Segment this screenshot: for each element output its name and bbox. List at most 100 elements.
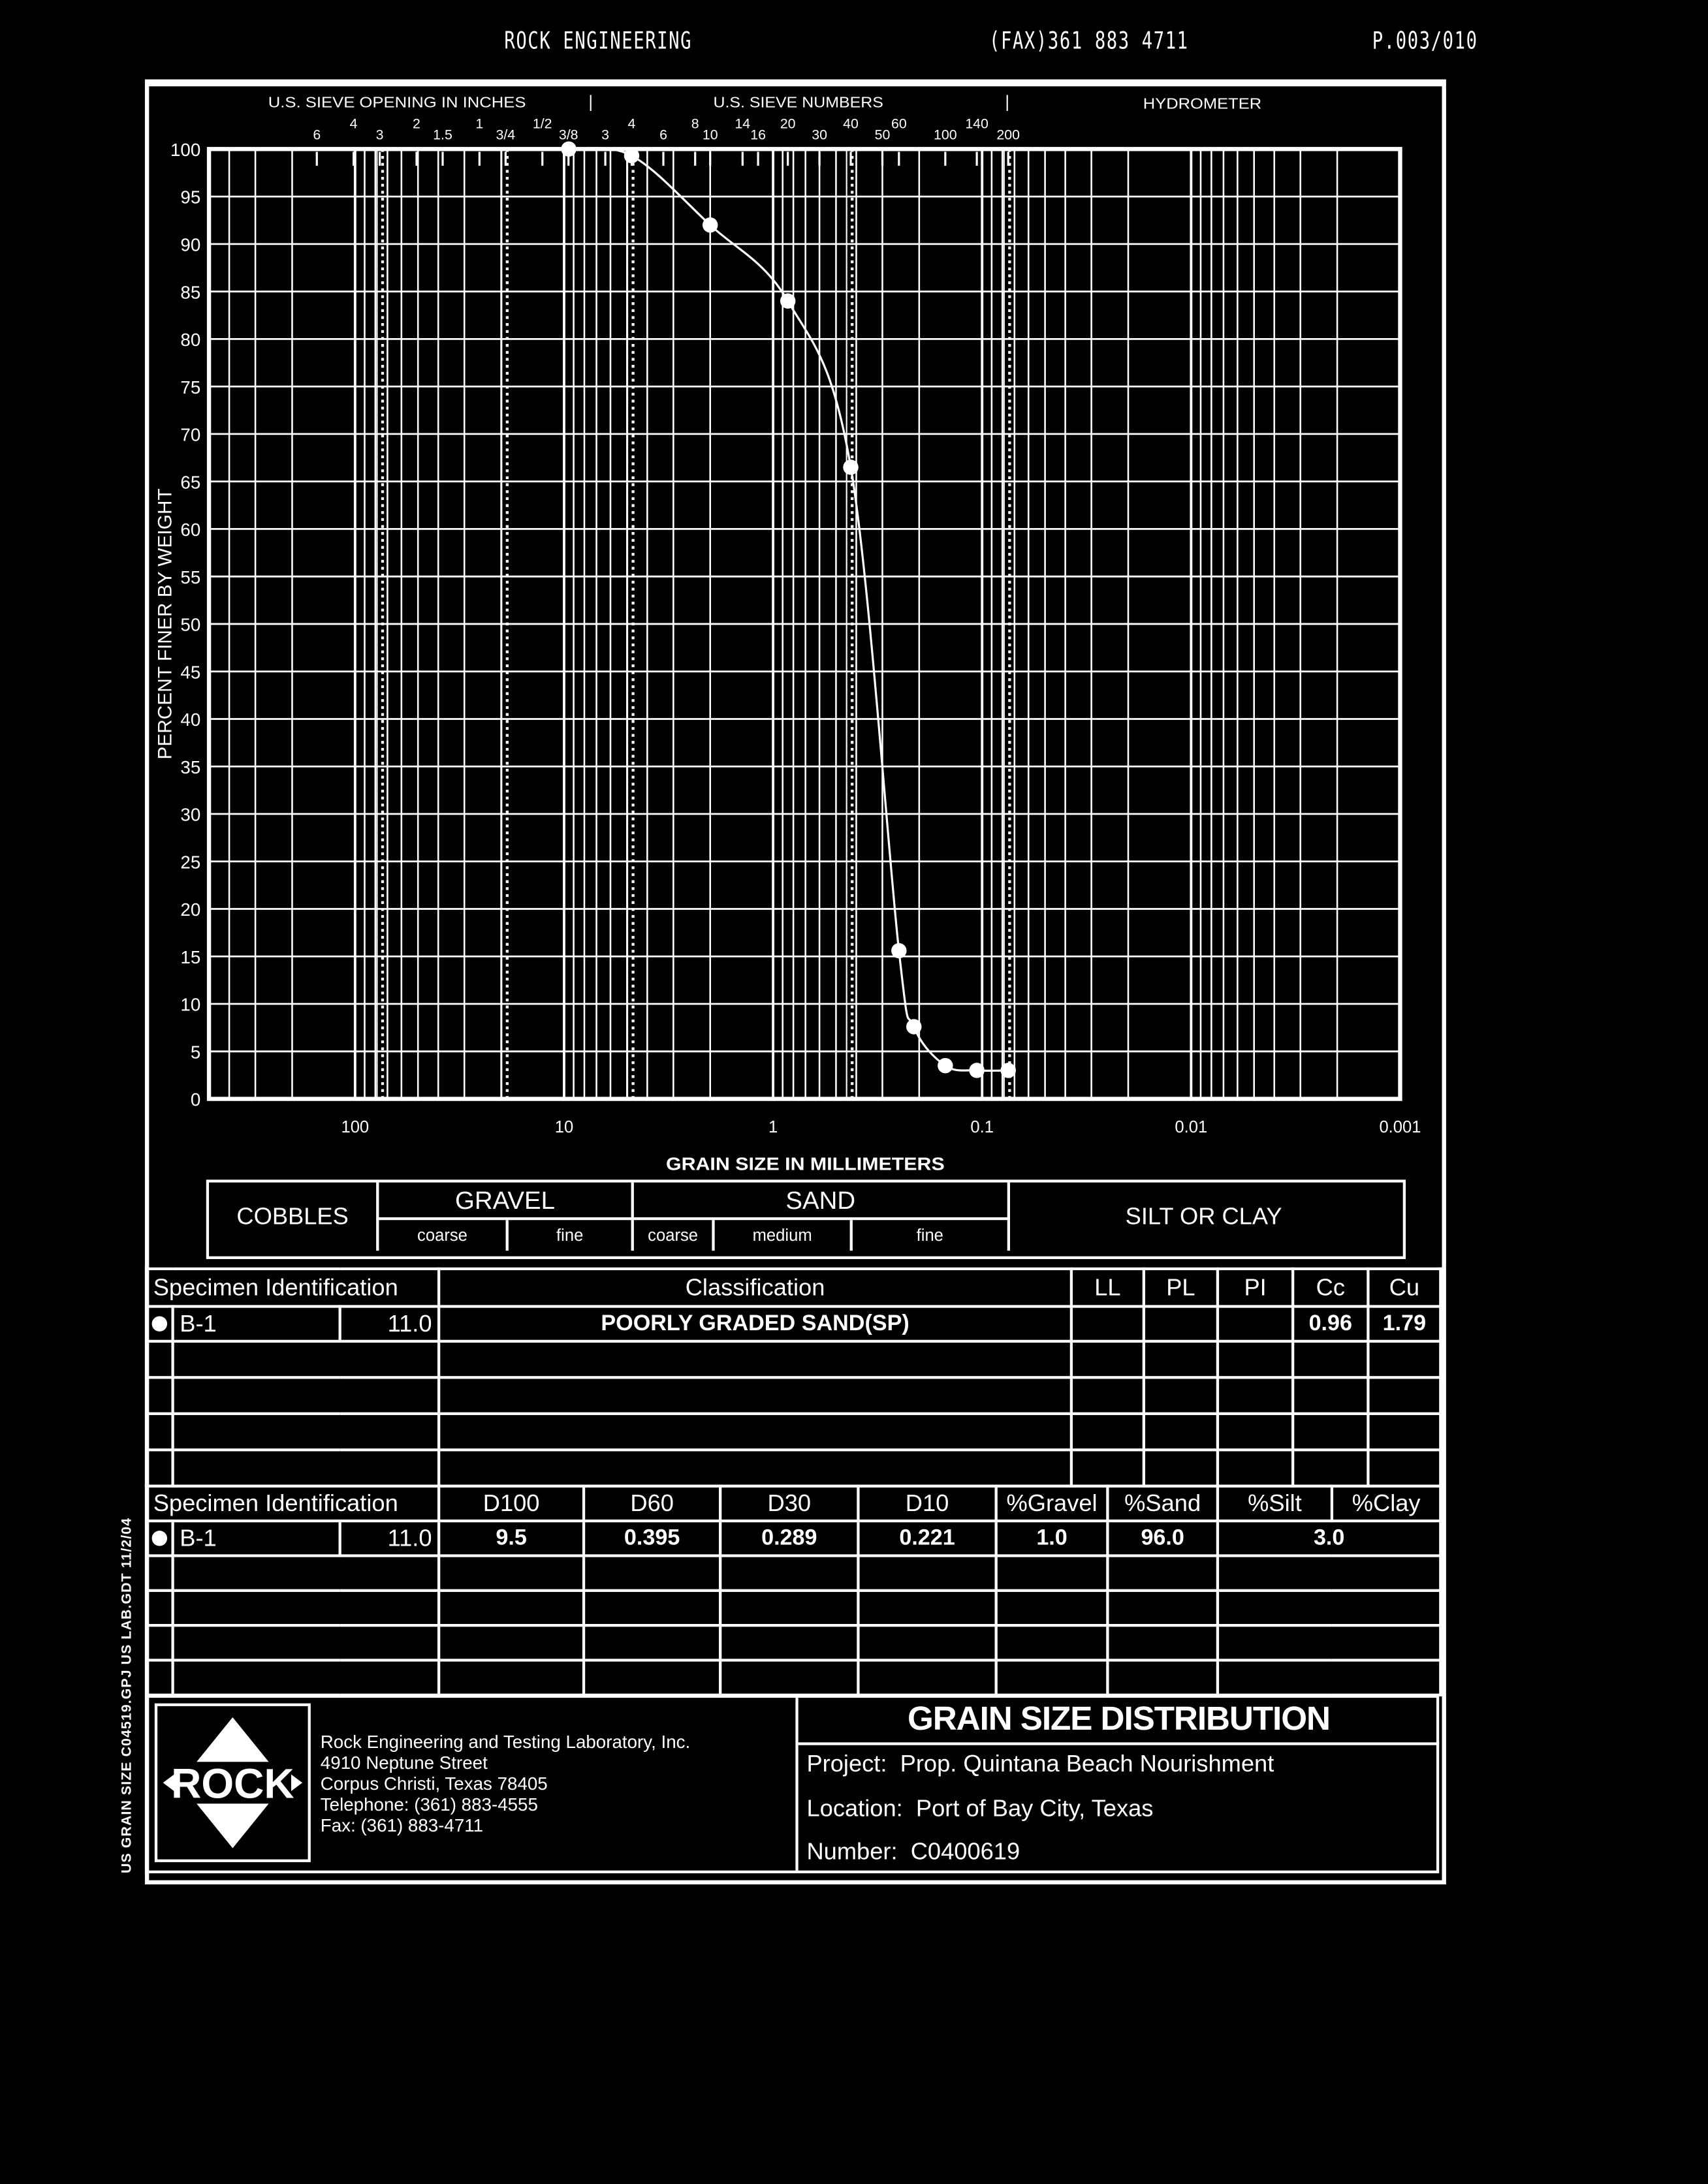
header-d100: D100 bbox=[437, 1484, 586, 1523]
header-pi: PI bbox=[1216, 1267, 1295, 1308]
x-tick-label: 0.1 bbox=[970, 1118, 994, 1136]
data-point bbox=[624, 148, 640, 164]
y-tick-label: 35 bbox=[180, 757, 200, 777]
y-tick-label: 20 bbox=[180, 899, 200, 920]
company-telephone: Telephone: (361) 883-4555 bbox=[320, 1794, 538, 1815]
empty-row bbox=[144, 1448, 1442, 1488]
fax-page-number: P.003/010 bbox=[1372, 27, 1478, 56]
header-silt: %Silt bbox=[1216, 1484, 1334, 1523]
circle-marker-icon bbox=[151, 1315, 168, 1331]
y-tick-label: 60 bbox=[180, 520, 200, 540]
gravel-fine-label: fine bbox=[509, 1220, 634, 1251]
sieve-label: 40 bbox=[843, 116, 859, 131]
sieve-label: 60 bbox=[891, 116, 907, 131]
sieve-label: 4 bbox=[628, 116, 636, 131]
sieve-label: 6 bbox=[313, 127, 321, 142]
report-frame bbox=[144, 79, 1446, 1885]
y-tick-label: 80 bbox=[180, 330, 200, 350]
company-fax: Fax: (361) 883-4711 bbox=[320, 1815, 484, 1836]
empty-row bbox=[144, 1412, 1442, 1452]
series-line-B-1 bbox=[568, 147, 1009, 1072]
silt-clay-label: SILT OR CLAY bbox=[1125, 1203, 1282, 1230]
d10-value: 0.221 bbox=[857, 1519, 998, 1557]
y-tick-label: 5 bbox=[191, 1042, 200, 1062]
sand-fine-label: fine bbox=[853, 1220, 1011, 1251]
project-label: Project: bbox=[806, 1751, 887, 1777]
y-tick-label: 85 bbox=[180, 282, 200, 302]
rock-diamond-logo-icon: ROCK bbox=[163, 1717, 303, 1849]
header-gravel: %Gravel bbox=[994, 1484, 1109, 1523]
sieve-label: 200 bbox=[996, 127, 1020, 142]
sieve-label: 2 bbox=[413, 116, 420, 131]
empty-row bbox=[144, 1589, 1442, 1627]
d60-value: 0.395 bbox=[582, 1519, 722, 1557]
table-header-row: Specimen Identification Classification L… bbox=[144, 1267, 1442, 1308]
fax-number: (FAX)361 883 4711 bbox=[988, 27, 1189, 56]
header-separator: | bbox=[588, 93, 593, 111]
header-specimen: Specimen Identification bbox=[144, 1484, 441, 1523]
y-tick-label: 15 bbox=[180, 947, 200, 967]
cu-value: 1.79 bbox=[1367, 1305, 1442, 1343]
sieve-label: 4 bbox=[350, 116, 358, 131]
sieve-label: 1.5 bbox=[433, 127, 452, 142]
sieve-numbers-header: U.S. SIEVE NUMBERS bbox=[714, 93, 883, 110]
data-point bbox=[906, 1019, 922, 1035]
boring-id: B-1 bbox=[171, 1519, 341, 1557]
report-footer: ROCK Rock Engineering and Testing Labora… bbox=[144, 1694, 1440, 1873]
fax-sender: ROCK ENGINEERING bbox=[504, 27, 693, 56]
location-value: Port of Bay City, Texas bbox=[915, 1795, 1154, 1822]
series-marker bbox=[144, 1519, 174, 1557]
empty-row bbox=[144, 1659, 1442, 1696]
empty-row bbox=[144, 1624, 1442, 1662]
y-tick-label: 65 bbox=[180, 472, 200, 492]
sieve-label: 1/2 bbox=[533, 116, 552, 131]
sieve-label: 50 bbox=[875, 127, 891, 142]
header-ll: LL bbox=[1069, 1267, 1146, 1308]
y-tick-label: 75 bbox=[180, 377, 200, 398]
d100-value: 9.5 bbox=[437, 1519, 586, 1557]
gravel-percent: 1.0 bbox=[994, 1519, 1109, 1557]
ll-value bbox=[1069, 1305, 1146, 1343]
x-tick-label: 0.01 bbox=[1175, 1118, 1207, 1136]
number-line: Number: C0400619 bbox=[806, 1839, 1020, 1867]
header-separator: | bbox=[1005, 93, 1009, 111]
y-tick-label: 100 bbox=[170, 140, 200, 160]
sieve-label: 8 bbox=[691, 116, 699, 131]
sieve-label: 100 bbox=[934, 127, 957, 142]
series-marker bbox=[144, 1305, 174, 1343]
data-point bbox=[561, 141, 577, 157]
sieve-label: 14 bbox=[735, 116, 750, 131]
project-line: Project: Prop. Quintana Beach Nourishmen… bbox=[806, 1751, 1274, 1779]
y-tick-label: 10 bbox=[180, 995, 200, 1015]
soil-classification-bar: COBBLES GRAVEL coarse fine SAND coarse m… bbox=[206, 1179, 1406, 1259]
y-tick-label: 25 bbox=[180, 852, 200, 872]
file-reference: US GRAIN SIZE C04519.GPJ US LAB.GDT 11/2… bbox=[119, 1517, 135, 1873]
pl-value bbox=[1142, 1305, 1220, 1343]
company-name: Rock Engineering and Testing Laboratory,… bbox=[320, 1731, 691, 1753]
header-pl: PL bbox=[1142, 1267, 1220, 1308]
sand-label: SAND bbox=[633, 1182, 1011, 1221]
location-line: Location: Port of Bay City, Texas bbox=[806, 1795, 1153, 1823]
d30-value: 0.289 bbox=[719, 1519, 860, 1557]
sieve-label: 3/4 bbox=[496, 127, 516, 142]
x-axis-label: GRAIN SIZE IN MILLIMETERS bbox=[666, 1153, 945, 1174]
number-label: Number: bbox=[806, 1838, 898, 1865]
x-tick-label: 0.001 bbox=[1379, 1118, 1421, 1136]
company-street: 4910 Neptune Street bbox=[320, 1752, 488, 1773]
y-tick-label: 55 bbox=[180, 567, 200, 587]
header-d10: D10 bbox=[857, 1484, 998, 1523]
sieve-label: 3 bbox=[601, 127, 609, 142]
hydrometer-header: HYDROMETER bbox=[1143, 95, 1261, 112]
silt-clay-percent: 3.0 bbox=[1216, 1519, 1442, 1557]
table-row: B-1 11.0 POORLY GRADED SAND(SP) 0.96 1.7… bbox=[144, 1305, 1442, 1343]
number-value: C0400619 bbox=[910, 1838, 1020, 1865]
sieve-label: 1 bbox=[475, 116, 483, 131]
header-sand: %Sand bbox=[1106, 1484, 1220, 1523]
depth: 11.0 bbox=[338, 1519, 441, 1557]
empty-row bbox=[144, 1339, 1442, 1379]
data-point bbox=[1000, 1063, 1016, 1078]
sieve-label: 3 bbox=[376, 127, 384, 142]
classification: POORLY GRADED SAND(SP) bbox=[437, 1305, 1073, 1343]
header-specimen: Specimen Identification bbox=[144, 1267, 441, 1308]
